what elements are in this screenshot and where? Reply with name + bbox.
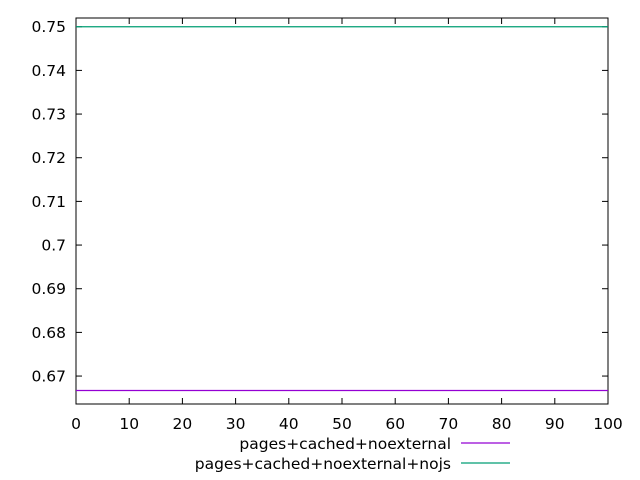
x-tick-label: 90 xyxy=(545,415,565,433)
x-tick-label: 80 xyxy=(492,415,512,433)
x-axis-ticks: 0 10 20 30 40 50 60 70 80 90 100 xyxy=(71,18,623,433)
y-tick-label: 0.72 xyxy=(31,149,66,167)
x-tick-label: 40 xyxy=(279,415,299,433)
y-tick-label: 0.67 xyxy=(31,368,66,386)
y-tick-label: 0.73 xyxy=(31,106,66,124)
y-tick-label: 0.71 xyxy=(31,193,66,211)
x-tick-label: 20 xyxy=(173,415,193,433)
x-tick-label: 50 xyxy=(332,415,352,433)
y-tick-label: 0.74 xyxy=(31,62,66,80)
y-tick-label: 0.68 xyxy=(31,324,66,342)
legend-label-1: pages+cached+noexternal xyxy=(239,435,451,453)
y-tick-label: 0.75 xyxy=(31,18,66,36)
x-tick-label: 60 xyxy=(385,415,405,433)
x-tick-label: 10 xyxy=(119,415,139,433)
y-axis-ticks: 0.67 0.68 0.69 0.7 0.71 0.72 0.73 0.74 0.75 xyxy=(31,18,608,386)
legend: pages+cached+noexternal pages+cached+noex… xyxy=(195,435,510,473)
x-tick-label: 100 xyxy=(593,415,623,433)
x-tick-label: 0 xyxy=(71,415,81,433)
legend-label-2: pages+cached+noexternal+nojs xyxy=(195,455,451,473)
series-lines xyxy=(76,26,608,392)
plot-frame xyxy=(75,17,609,405)
y-tick-label: 0.7 xyxy=(41,237,66,255)
x-tick-label: 30 xyxy=(226,415,246,433)
y-tick-label: 0.69 xyxy=(31,280,66,298)
x-tick-label: 70 xyxy=(439,415,459,433)
